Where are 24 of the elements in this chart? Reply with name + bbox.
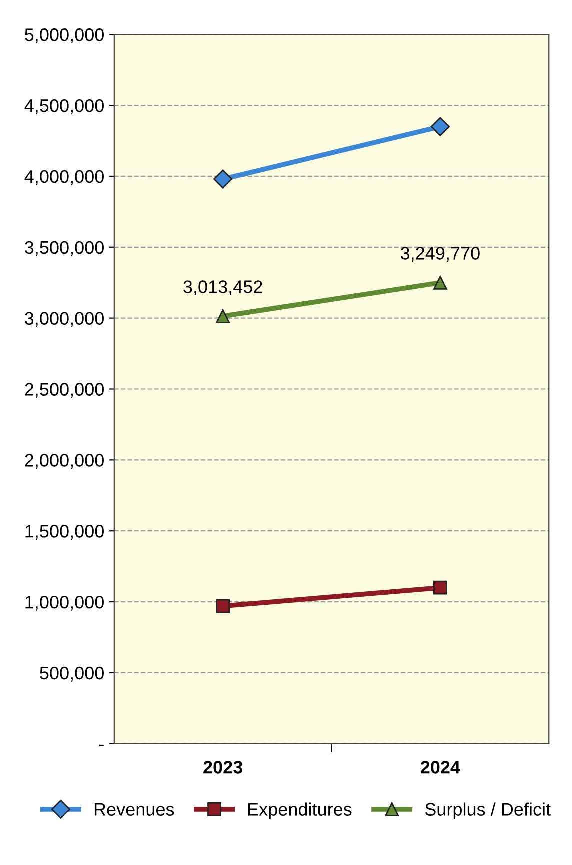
point [430,117,450,136]
x-tick-label: 2024 [420,761,460,774]
data-label: 3,013,452 [184,280,262,296]
y-tick-label: 3,500,000 [25,241,104,256]
y-tick-label: 1,500,000 [26,525,104,540]
point [214,170,233,189]
x-tick-label: 2023 [204,761,243,774]
y-tick-label: 3,000,000 [25,312,104,328]
y-tick-label: 4,500,000 [24,99,104,114]
point [433,276,448,290]
legend-label: Revenues [94,803,174,816]
y-tick-label: 2,000,000 [25,454,104,470]
y-tick-label: 5,000,000 [25,28,104,44]
y-tick-label: 4,000,000 [24,170,104,186]
legend-label: Expenditures [248,802,352,820]
point [433,580,448,595]
legend-label: Surplus / Deficit [425,802,551,820]
data-label: 3,249,770 [400,247,480,262]
point [216,309,230,324]
y-tick-label: 500,000 [40,666,104,682]
y-tick-label: - [99,744,104,746]
y-tick-label: 2,500,000 [25,383,104,398]
point [216,599,230,614]
y-tick-label: 1,000,000 [26,596,104,611]
